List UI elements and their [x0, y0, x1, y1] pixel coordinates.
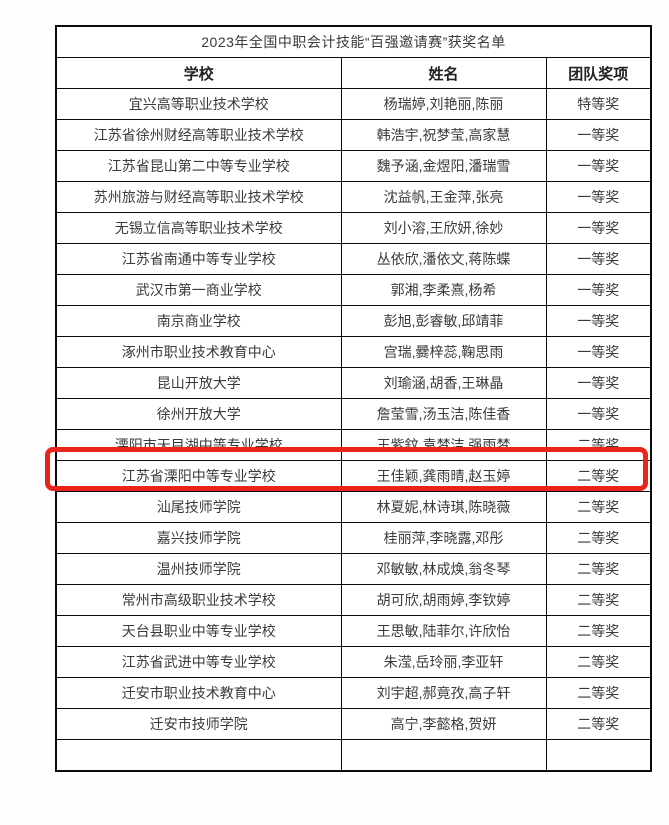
table-body: 宜兴高等职业技术学校 杨瑞婷,刘艳丽,陈丽 特等奖 江苏省徐州财经高等职业技术学校 韩浩… — [55, 88, 652, 772]
school-cell: 嘉兴技师学院 — [55, 522, 342, 554]
award-cell: 特等奖 — [545, 88, 652, 120]
award-cell: 二等奖 — [545, 553, 652, 585]
table-row: 迁安市技师学院 高宁,李懿格,贺妍 二等奖 — [55, 708, 652, 740]
award-cell: 二等奖 — [545, 708, 652, 740]
award-cell: 一等奖 — [545, 305, 652, 337]
names-cell: 王佳颖,龚雨晴,赵玉婷 — [340, 460, 547, 492]
table-row: 江苏省昆山第二中等专业学校 魏予涵,金煜阳,潘瑞雪 一等奖 — [55, 150, 652, 182]
award-cell: 一等奖 — [545, 212, 652, 244]
column-header-names: 姓名 — [340, 57, 547, 89]
award-cell: 一等奖 — [545, 119, 652, 151]
names-cell: 胡可欣,胡雨婷,李钦婷 — [340, 584, 547, 616]
school-cell: 江苏省徐州财经高等职业技术学校 — [55, 119, 342, 151]
school-cell: 无锡立信高等职业技术学校 — [55, 212, 342, 244]
title-row: 2023年全国中职会计技能“百强邀请赛”获奖名单 — [55, 25, 652, 58]
school-cell: 江苏省武进中等专业学校 — [55, 646, 342, 678]
names-cell: 王思敏,陆菲尔,许欣怡 — [340, 615, 547, 647]
table-row: 天台县职业中等专业学校 王思敏,陆菲尔,许欣怡 二等奖 — [55, 615, 652, 647]
school-cell: 徐州开放大学 — [55, 398, 342, 430]
school-cell: 苏州旅游与财经高等职业技术学校 — [55, 181, 342, 213]
school-cell — [55, 739, 342, 772]
table-row: 江苏省南通中等专业学校 丛依欣,潘依文,蒋陈蝶 一等奖 — [55, 243, 652, 275]
names-cell: 桂丽萍,李晓露,邓彤 — [340, 522, 547, 554]
table-row: 江苏省溧阳中等专业学校 王佳颖,龚雨晴,赵玉婷 二等奖 — [55, 460, 652, 492]
names-cell: 郭湘,李柔熹,杨希 — [340, 274, 547, 306]
award-cell: 一等奖 — [545, 150, 652, 182]
names-cell: 刘小溶,王欣妍,徐妙 — [340, 212, 547, 244]
school-cell: 昆山开放大学 — [55, 367, 342, 399]
school-cell: 迁安市技师学院 — [55, 708, 342, 740]
names-cell: 魏予涵,金煜阳,潘瑞雪 — [340, 150, 547, 182]
table-row: 迁安市职业技术教育中心 刘宇超,郝竟孜,高子轩 二等奖 — [55, 677, 652, 709]
column-header-award: 团队奖项 — [545, 57, 652, 89]
school-cell: 涿州市职业技术教育中心 — [55, 336, 342, 368]
award-cell: 一等奖 — [545, 398, 652, 430]
table-row-partial — [55, 739, 652, 772]
award-cell: 二等奖 — [545, 615, 652, 647]
award-cell — [545, 739, 652, 772]
award-cell: 一等奖 — [545, 243, 652, 275]
table-row: 江苏省武进中等专业学校 朱滢,岳玲丽,李亚轩 二等奖 — [55, 646, 652, 678]
names-cell: 韩浩宇,祝梦莹,高家慧 — [340, 119, 547, 151]
names-cell: 刘宇超,郝竟孜,高子轩 — [340, 677, 547, 709]
school-cell: 迁安市职业技术教育中心 — [55, 677, 342, 709]
award-cell: 二等奖 — [545, 584, 652, 616]
award-cell: 二等奖 — [545, 491, 652, 523]
table-row: 宜兴高等职业技术学校 杨瑞婷,刘艳丽,陈丽 特等奖 — [55, 88, 652, 120]
school-cell: 常州市高级职业技术学校 — [55, 584, 342, 616]
table-row: 温州技师学院 邓敏敏,林成焕,翁冬琴 二等奖 — [55, 553, 652, 585]
award-cell: 一等奖 — [545, 181, 652, 213]
page-title: 2023年全国中职会计技能“百强邀请赛”获奖名单 — [55, 25, 652, 58]
award-cell: 二等奖 — [545, 646, 652, 678]
table-row: 苏州旅游与财经高等职业技术学校 沈益帆,王金萍,张亮 一等奖 — [55, 181, 652, 213]
table-row: 武汉市第一商业学校 郭湘,李柔熹,杨希 一等奖 — [55, 274, 652, 306]
names-cell: 朱滢,岳玲丽,李亚轩 — [340, 646, 547, 678]
names-cell: 杨瑞婷,刘艳丽,陈丽 — [340, 88, 547, 120]
school-cell: 南京商业学校 — [55, 305, 342, 337]
table-row: 南京商业学校 彭旭,彭睿敏,邱靖菲 一等奖 — [55, 305, 652, 337]
table-row: 嘉兴技师学院 桂丽萍,李晓露,邓彤 二等奖 — [55, 522, 652, 554]
names-cell: 刘瑜涵,胡香,王琳晶 — [340, 367, 547, 399]
column-header-school: 学校 — [55, 57, 342, 89]
school-cell: 汕尾技师学院 — [55, 491, 342, 523]
table-row-highlighted: 徐州开放大学 詹莹雪,汤玉洁,陈佳香 一等奖 — [55, 398, 652, 430]
table-row: 汕尾技师学院 林夏妮,林诗琪,陈晓薇 二等奖 — [55, 491, 652, 523]
names-cell: 沈益帆,王金萍,张亮 — [340, 181, 547, 213]
school-cell: 宜兴高等职业技术学校 — [55, 88, 342, 120]
names-cell: 王紫鈫,袁梦洁,强雨梦 — [340, 429, 547, 461]
award-cell: 一等奖 — [545, 367, 652, 399]
award-results-table: 2023年全国中职会计技能“百强邀请赛”获奖名单 学校 姓名 团队奖项 宜兴高等… — [55, 25, 652, 772]
names-cell: 詹莹雪,汤玉洁,陈佳香 — [340, 398, 547, 430]
award-cell: 二等奖 — [545, 522, 652, 554]
school-cell: 天台县职业中等专业学校 — [55, 615, 342, 647]
school-cell: 江苏省南通中等专业学校 — [55, 243, 342, 275]
names-cell: 彭旭,彭睿敏,邱靖菲 — [340, 305, 547, 337]
names-cell — [340, 739, 547, 772]
table-row: 江苏省徐州财经高等职业技术学校 韩浩宇,祝梦莹,高家慧 一等奖 — [55, 119, 652, 151]
award-cell: 一等奖 — [545, 274, 652, 306]
names-cell: 林夏妮,林诗琪,陈晓薇 — [340, 491, 547, 523]
names-cell: 丛依欣,潘依文,蒋陈蝶 — [340, 243, 547, 275]
school-cell: 江苏省昆山第二中等专业学校 — [55, 150, 342, 182]
award-cell: 二等奖 — [545, 429, 652, 461]
award-cell: 一等奖 — [545, 336, 652, 368]
names-cell: 高宁,李懿格,贺妍 — [340, 708, 547, 740]
school-cell: 武汉市第一商业学校 — [55, 274, 342, 306]
table-row: 涿州市职业技术教育中心 宫瑞,爨梓蕊,鞠思雨 一等奖 — [55, 336, 652, 368]
school-cell: 江苏省溧阳中等专业学校 — [55, 460, 342, 492]
table-row: 溧阳市天目湖中等专业学校 王紫鈫,袁梦洁,强雨梦 二等奖 — [55, 429, 652, 461]
table-row: 昆山开放大学 刘瑜涵,胡香,王琳晶 一等奖 — [55, 367, 652, 399]
award-cell: 二等奖 — [545, 460, 652, 492]
school-cell: 温州技师学院 — [55, 553, 342, 585]
names-cell: 邓敏敏,林成焕,翁冬琴 — [340, 553, 547, 585]
header-row: 学校 姓名 团队奖项 — [55, 57, 652, 89]
school-cell: 溧阳市天目湖中等专业学校 — [55, 429, 342, 461]
award-cell: 二等奖 — [545, 677, 652, 709]
table-row: 无锡立信高等职业技术学校 刘小溶,王欣妍,徐妙 一等奖 — [55, 212, 652, 244]
table-row: 常州市高级职业技术学校 胡可欣,胡雨婷,李钦婷 二等奖 — [55, 584, 652, 616]
names-cell: 宫瑞,爨梓蕊,鞠思雨 — [340, 336, 547, 368]
